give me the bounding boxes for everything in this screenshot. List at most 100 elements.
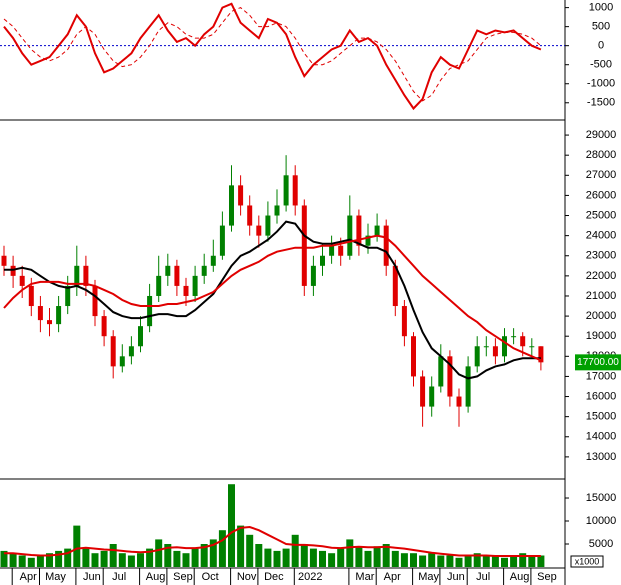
line	[3, 2, 542, 111]
candle-body	[265, 215, 271, 236]
candle-body	[474, 346, 480, 367]
x-tick-label: Jul	[476, 571, 490, 583]
volume-bar	[291, 534, 299, 567]
x-tick-label: Jul	[112, 571, 126, 583]
candle-body	[374, 225, 380, 236]
volume-bar	[0, 550, 8, 567]
x-tick-label: Oct	[202, 571, 219, 583]
volume-bar	[18, 555, 26, 567]
volume-bar	[519, 553, 527, 567]
unit-label: x1000	[575, 556, 600, 566]
candle-body	[338, 245, 344, 256]
volume-bar	[73, 525, 81, 567]
volume-bar	[46, 553, 53, 567]
candle-body	[156, 275, 162, 296]
x-tick-label: Aug	[146, 571, 166, 583]
candle-body	[274, 205, 280, 216]
x-tick-label: Jun	[447, 571, 465, 583]
candle-body	[292, 175, 298, 206]
candle-body	[520, 336, 526, 347]
volume-bar	[355, 546, 363, 567]
volume-bar	[464, 555, 472, 567]
x-tick-label: Sep	[537, 571, 557, 583]
volume-bar	[191, 548, 199, 567]
volume-bar	[400, 553, 408, 567]
volume-bar	[410, 553, 417, 567]
volume-bar	[282, 548, 290, 567]
volume-bar	[237, 525, 245, 567]
price-tag	[575, 354, 621, 371]
volume-bar	[391, 550, 399, 567]
volume-bar	[228, 484, 235, 567]
line	[4, 220, 541, 380]
candle-body	[192, 275, 198, 296]
candle-body	[320, 255, 325, 266]
candle-body	[483, 346, 489, 348]
volume-bar	[164, 544, 172, 567]
candle-body	[411, 336, 416, 377]
candle-body	[56, 306, 62, 325]
candle-body	[47, 320, 52, 325]
candle-body	[256, 225, 262, 236]
candle-body	[283, 175, 289, 206]
candle-body	[329, 245, 335, 256]
x-tick-label: May	[418, 571, 439, 583]
volume-bar	[137, 553, 144, 567]
volume-bar	[273, 550, 281, 567]
volume-bar	[501, 557, 508, 567]
volume-bar	[200, 544, 208, 567]
volume-bar	[27, 557, 35, 567]
candle-body	[1, 255, 7, 266]
volume-bar	[300, 544, 308, 567]
volume-bar	[382, 544, 390, 567]
x-tick-label: Nov	[237, 571, 257, 583]
candle-body	[247, 205, 253, 226]
candle-body	[456, 396, 462, 407]
y-tick-label: 20000	[586, 310, 617, 322]
candle-body	[174, 265, 180, 286]
candle-body	[147, 295, 153, 327]
y-tick-label: -1000	[587, 78, 615, 90]
candle-body	[465, 366, 471, 407]
volume-bar	[264, 548, 272, 567]
volume-bar	[437, 555, 445, 567]
volume-bar	[118, 553, 126, 567]
candle-body	[420, 376, 426, 407]
volume-bar	[446, 555, 454, 567]
candle-body	[492, 346, 498, 357]
volume-bar	[528, 555, 536, 567]
y-tick-label: 24000	[586, 230, 617, 242]
y-tick-label: 23000	[586, 250, 617, 262]
y-tick-label: 26000	[586, 189, 617, 201]
line	[3, 7, 542, 102]
candle-body	[429, 386, 435, 407]
y-tick-label: 17000	[586, 370, 617, 382]
volume-bar	[537, 555, 545, 567]
candle-body	[238, 185, 244, 206]
candle-body	[401, 306, 407, 337]
x-tick-label: Jun	[83, 571, 101, 583]
x-tick-label: Mar	[355, 571, 374, 583]
volume-bar	[36, 555, 44, 567]
line	[4, 525, 541, 557]
candle-body	[83, 265, 89, 286]
candle-body	[447, 356, 453, 397]
volume-bar	[255, 544, 263, 567]
x-tick-label: Apr	[384, 571, 401, 583]
candle-body	[138, 326, 143, 347]
volume-bar	[473, 553, 481, 567]
candle-body	[92, 285, 98, 317]
candle-body	[183, 285, 189, 296]
candle-body	[229, 185, 234, 226]
y-tick-label: 500	[592, 21, 610, 33]
y-tick-label: 21000	[586, 290, 617, 302]
volume-bar	[91, 553, 99, 567]
x-tick-label: Sep	[173, 571, 193, 583]
y-tick-label: 15000	[586, 411, 617, 423]
volume-bar	[246, 534, 254, 567]
x-tick-label: Apr	[20, 571, 37, 583]
volume-bar	[328, 553, 336, 567]
y-tick-label: 15000	[586, 492, 617, 504]
